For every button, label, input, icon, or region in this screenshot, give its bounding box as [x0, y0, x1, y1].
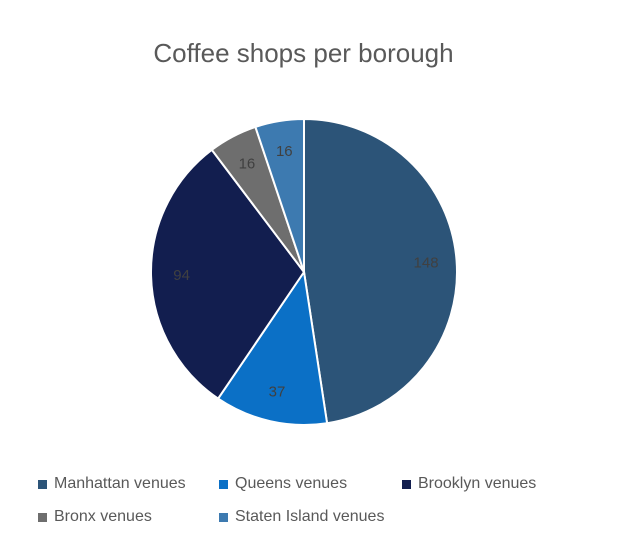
data-label-staten-island: 16	[276, 143, 293, 160]
legend-item-queens: Queens venues	[219, 475, 347, 493]
legend-label: Staten Island venues	[235, 508, 385, 525]
legend-label: Manhattan venues	[54, 475, 186, 492]
legend-item-staten-island: Staten Island venues	[219, 508, 384, 526]
legend-item-bronx: Bronx venues	[38, 508, 152, 526]
pie-slice-brooklyn	[150, 148, 306, 401]
pie-slice-staten-island	[254, 117, 305, 273]
data-label-brooklyn: 94	[173, 267, 190, 284]
data-label-manhattan: 148	[414, 255, 439, 272]
legend-item-manhattan: Manhattan venues	[38, 475, 186, 493]
legend-label: Brooklyn venues	[418, 475, 537, 492]
legend-swatch	[219, 479, 228, 489]
legend-swatch	[38, 479, 47, 489]
pie-slice-manhattan	[303, 117, 458, 425]
legend-swatch	[219, 512, 228, 522]
legend-label: Bronx venues	[54, 508, 152, 525]
data-label-queens: 37	[269, 383, 286, 400]
data-label-bronx: 16	[239, 156, 256, 173]
legend-item-brooklyn: Brooklyn venues	[402, 475, 536, 493]
legend-swatch	[402, 479, 411, 489]
chart-title: Coffee shops per borough	[153, 38, 454, 68]
pie-slice-queens	[216, 269, 329, 426]
legend-swatch	[38, 512, 47, 522]
legend-label: Queens venues	[235, 475, 348, 492]
